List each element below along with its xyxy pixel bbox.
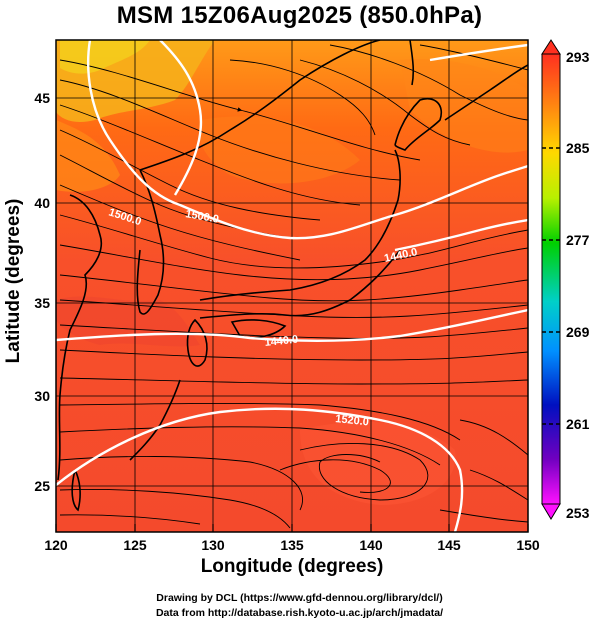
x-tick-label: 135 — [280, 537, 304, 553]
colorbar-tick-label: 293 — [566, 49, 590, 65]
y-axis-label: Latitude (degrees) — [3, 198, 24, 364]
x-tick-label: 120 — [44, 537, 68, 553]
y-tick-label: 30 — [34, 388, 50, 404]
y-tick-label: 35 — [34, 295, 50, 311]
x-tick-labels: 120 125 130 135 140 145 150 — [44, 537, 540, 553]
credit-drawing: Drawing by DCL (https://www.gfd-dennou.o… — [156, 592, 443, 604]
streamlines — [59, 44, 528, 529]
geopotential-contours — [56, 40, 528, 532]
contour-label: 1440.0 — [264, 334, 299, 349]
x-tick-label: 150 — [516, 537, 540, 553]
x-tick-label: 130 — [201, 537, 225, 553]
colorbar-bottom-triangle — [541, 503, 561, 520]
x-axis-label: Longitude (degrees) — [200, 556, 384, 577]
x-tick-label: 125 — [123, 537, 147, 553]
x-tick-label: 145 — [437, 537, 461, 553]
y-tick-label: 40 — [34, 195, 50, 211]
colorbar-tick-label: 261 — [566, 416, 590, 432]
colorbar-tick-label: 253 — [566, 505, 590, 521]
colorbar-tick-label: 269 — [566, 324, 590, 340]
colorbar: 293 285 277 269 261 253 — [541, 39, 590, 521]
y-tick-label: 45 — [34, 90, 50, 106]
colorbar-tick-label: 277 — [566, 232, 590, 248]
credit-data: Data from http://database.rish.kyoto-u.a… — [155, 607, 444, 619]
x-tick-label: 140 — [359, 537, 383, 553]
colorbar-bar — [541, 53, 561, 505]
contour-label: 1500.0 — [184, 208, 219, 226]
map-title: MSM 15Z06Aug2025 (850.0hPa) — [116, 2, 483, 29]
x-tick-marks — [55, 524, 529, 532]
y-tick-label: 25 — [34, 478, 50, 494]
colorbar-top-triangle — [541, 39, 561, 55]
colorbar-tick-label: 285 — [566, 140, 590, 156]
lat-lon-grid — [56, 40, 528, 532]
y-tick-labels: 25 30 35 40 45 — [34, 90, 50, 494]
contour-label: 1520.0 — [335, 413, 370, 428]
